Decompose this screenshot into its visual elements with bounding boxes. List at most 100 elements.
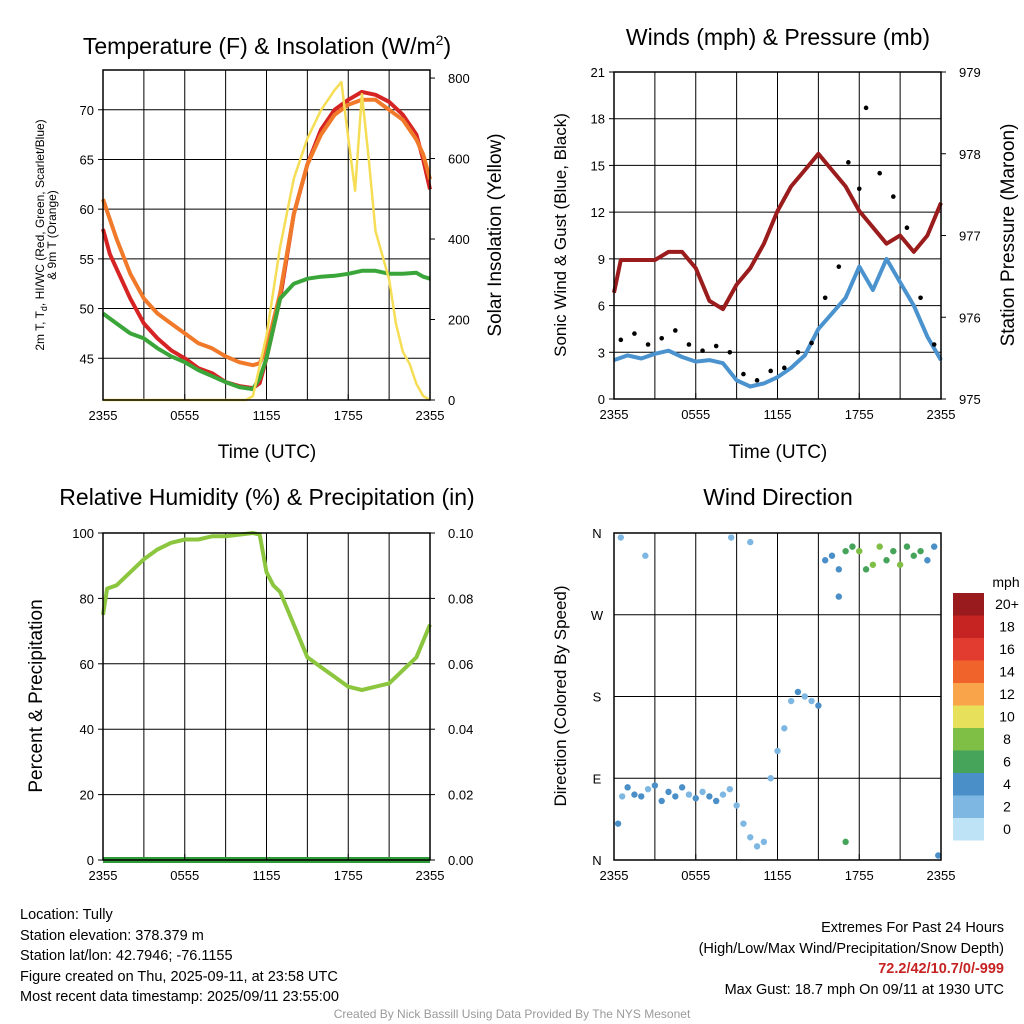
gust-point: [741, 371, 746, 377]
temperature-y-ticks: 45 50 55 60 65 70: [80, 103, 103, 366]
wind-direction-point: [815, 702, 822, 709]
y-tick-label: 60: [80, 202, 94, 217]
wind-direction-point: [856, 547, 863, 555]
wind-direction-point: [821, 557, 829, 564]
y-tick-label: N: [592, 526, 601, 541]
y2-tick-label: 0.00: [448, 853, 473, 868]
wind-direction-point: [719, 791, 727, 798]
wind-direction-point: [862, 566, 870, 573]
colorbar-swatch: [953, 750, 984, 773]
colorbar-swatch: [953, 660, 984, 683]
wind-direction-point: [642, 552, 649, 559]
y-tick-label: 3: [598, 345, 605, 360]
x-tick-label: 1755: [845, 868, 874, 883]
gust-point: [713, 343, 719, 349]
y-tick-label: 6: [598, 299, 605, 314]
x-tick-label: 0555: [170, 408, 199, 423]
winds-y-label: Sonic Wind & Gust (Blue, Black): [551, 113, 570, 357]
wind-direction-point: [678, 784, 686, 791]
colorbar-swatch: [953, 705, 984, 728]
gust-point: [700, 348, 705, 354]
y2-tick-label: 976: [959, 310, 981, 325]
x-tick-label: 1155: [253, 408, 281, 423]
winds-panel-title: Winds (mph) & Pressure (mb): [626, 24, 930, 50]
wind-direction-point: [706, 793, 713, 800]
wind-direction-point: [644, 785, 652, 793]
wind-direction-point: [617, 534, 625, 541]
y-tick-label: 0: [598, 392, 605, 407]
gust-point: [856, 186, 862, 192]
wind-direction-point: [917, 547, 924, 555]
wind-direction-point: [896, 561, 904, 568]
y2-tick-label: 0.02: [448, 788, 473, 803]
wind-direction-point: [930, 543, 938, 550]
y2-tick-label: 0.08: [448, 591, 473, 606]
wind-direction-point: [651, 782, 659, 789]
extremes-fields: (High/Low/Max Wind/Precipitation/Snow De…: [698, 940, 1004, 957]
gust-point: [836, 264, 842, 269]
colorbar-swatch: [953, 795, 984, 818]
y-tick-label: W: [591, 608, 604, 623]
credit-line: Created By Nick Bassill Using Data Provi…: [333, 1007, 691, 1021]
y-tick-label: 40: [80, 722, 94, 737]
wind-direction-point: [842, 547, 849, 555]
y-tick-label: N: [592, 853, 601, 868]
wind-direction-point: [672, 793, 679, 800]
wind-direction-point: [685, 791, 693, 798]
wind-direction-point: [747, 538, 754, 546]
wind-direction-point: [614, 820, 622, 827]
gust-point: [891, 194, 896, 199]
y2-tick-label: 0.10: [448, 526, 473, 541]
gust-point: [754, 378, 760, 383]
wind-direction-point: [910, 552, 917, 559]
y2-tick-label: 979: [959, 65, 981, 80]
wind-direction-point: [801, 693, 808, 700]
wind-direction-point: [692, 795, 699, 802]
x-tick-label: 2355: [89, 408, 118, 423]
winds-series-layer: [612, 105, 943, 389]
gust-point: [659, 335, 664, 341]
direction-x-ticks: 2355 0555 1155 1755 2355: [600, 854, 956, 883]
x-tick-label: 1755: [845, 407, 874, 422]
colorbar-label: 0: [1003, 821, 1011, 837]
y-tick-label: 0: [87, 853, 94, 868]
speed-colorbar: 20+ 18 16 14 12 10 8 6 4 2 0: [953, 593, 1019, 841]
direction-grid: [614, 533, 941, 860]
temperature-panel-title: Temperature (F) & Insolation (W/m2): [83, 32, 451, 59]
gust-point: [822, 295, 828, 301]
y2-tick-label: 200: [448, 313, 470, 328]
wind-direction-point: [842, 838, 849, 846]
latlon-text: Station lat/lon: 42.7946; -76.1155: [20, 948, 233, 964]
created-text: Figure created on Thu, 2025-09-11, at 23…: [20, 968, 338, 985]
gust-point: [795, 349, 801, 355]
y2-tick-label: 0: [448, 393, 455, 408]
temperature-x-ticks: 2355 0555 1155 1755 2355: [89, 394, 444, 423]
gust-point: [877, 170, 882, 176]
temperature-y2-label: Solar Insolation (Yellow): [485, 133, 506, 336]
y2-tick-label: 975: [959, 392, 981, 407]
wind-direction-point: [828, 552, 836, 559]
x-tick-label: 2355: [416, 868, 445, 883]
direction-y-label: Direction (Colored By Speed): [551, 585, 570, 806]
gust-point: [782, 365, 787, 371]
y-tick-label: E: [593, 771, 602, 786]
y-tick-label: 80: [80, 591, 94, 606]
colorbar-swatch: [953, 773, 984, 796]
solar-insolation-line: [103, 80, 431, 402]
colorbar-label: 18: [999, 619, 1015, 635]
x-tick-label: 2355: [927, 868, 956, 883]
y2-tick-label: 978: [959, 147, 981, 162]
direction-series-layer: [614, 534, 942, 859]
y-tick-label: 12: [591, 205, 605, 220]
colorbar-swatch: [953, 818, 984, 841]
wind-direction-point: [665, 788, 672, 796]
x-tick-label: 0555: [681, 407, 710, 422]
y2-tick-label: 977: [959, 229, 981, 244]
wind-direction-point: [774, 747, 781, 755]
y-tick-label: 18: [591, 112, 605, 127]
colorbar-label: 6: [1003, 754, 1011, 770]
location-text: Location: Tully: [20, 907, 113, 923]
colorbar-label: 12: [999, 686, 1015, 702]
